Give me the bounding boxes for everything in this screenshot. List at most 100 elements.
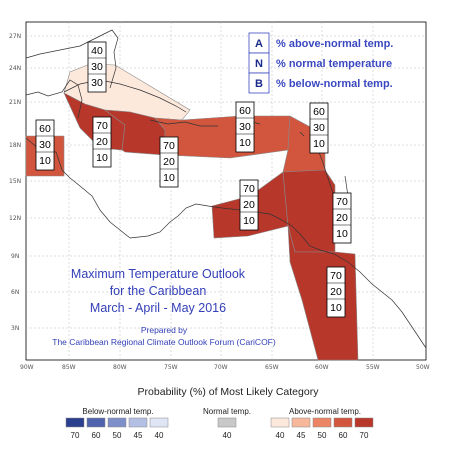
legend-below-value: 40 <box>155 431 164 440</box>
legend-above-value: 60 <box>339 431 348 440</box>
map-title: Maximum Temperature Outlook for the Cari… <box>71 267 246 315</box>
legend-below-value: 50 <box>113 431 122 440</box>
prob-above: 60 <box>313 106 325 118</box>
prob-above: 70 <box>163 140 175 152</box>
legend-above-swatch <box>291 417 311 428</box>
prob-normal: 20 <box>336 212 348 224</box>
key-text-normal: % normal temperature <box>276 58 392 70</box>
legend-above-swatch <box>312 417 332 428</box>
legend-below-value: 70 <box>71 431 80 440</box>
legend-below-swatches: 70 60 50 45 40 <box>65 417 169 440</box>
credit-line-1: Prepared by <box>141 325 188 335</box>
prob-normal: 20 <box>243 199 255 211</box>
legend-normal-swatch <box>217 417 237 428</box>
title-line-1: Maximum Temperature Outlook <box>71 267 246 281</box>
lat-tick: 18N <box>9 142 21 149</box>
legend-above-swatch <box>354 417 374 428</box>
legend-below-swatch <box>128 417 148 428</box>
lat-tick: 12N <box>9 215 21 222</box>
prob-above: 60 <box>239 105 251 117</box>
prob-below: 10 <box>330 302 342 314</box>
prob-above: 60 <box>39 123 51 135</box>
legend-below-swatch <box>149 417 169 428</box>
probability-boxes: 40 30 30 70 20 10 60 30 10 70 20 10 <box>35 41 352 318</box>
prob-above: 70 <box>243 183 255 195</box>
lon-tick: 85W <box>62 364 76 371</box>
prob-above: 70 <box>330 270 342 282</box>
lon-tick: 75W <box>164 364 178 371</box>
prob-below: 10 <box>239 137 251 149</box>
prob-box-belize-yucatan: 60 30 10 <box>35 119 55 171</box>
prob-normal: 20 <box>96 136 108 148</box>
prob-box-northern-leewards: 60 30 10 <box>309 102 329 154</box>
latitude-ticks: 27N 24N 21N 18N 15N 12N 9N 6N 3N <box>9 33 21 332</box>
prob-normal: 30 <box>239 121 251 133</box>
lat-tick: 9N <box>11 253 19 260</box>
prob-normal: 30 <box>39 139 51 151</box>
prob-normal: 20 <box>330 286 342 298</box>
key-letter-above: A <box>255 38 263 50</box>
prob-box-windwards: 70 20 10 <box>332 192 352 244</box>
prob-normal: 30 <box>91 61 103 73</box>
lon-tick: 60W <box>315 364 329 371</box>
lon-tick: 50W <box>416 364 430 371</box>
lon-tick: 65W <box>265 364 279 371</box>
legend-above-value: 45 <box>297 431 306 440</box>
legend-normal-label: Normal temp. <box>203 407 251 416</box>
legend-above-value: 50 <box>318 431 327 440</box>
title-line-3: March - April - May 2016 <box>90 301 226 315</box>
prob-below: 10 <box>96 152 108 164</box>
prob-below: 30 <box>91 77 103 89</box>
category-key: A % above-normal temp. N % normal temper… <box>248 32 393 94</box>
key-text-below: % below-normal temp. <box>276 78 393 90</box>
prob-below: 10 <box>336 228 348 240</box>
prob-box-cuba-central-america-north: 70 20 10 <box>92 116 112 168</box>
prob-above: 70 <box>336 196 348 208</box>
legend-above-value: 70 <box>360 431 369 440</box>
lon-tick: 90W <box>20 364 34 371</box>
legend-below-swatch <box>107 417 127 428</box>
prob-below: 10 <box>313 138 325 150</box>
title-line-2: for the Caribbean <box>110 284 207 298</box>
legend-below-value: 45 <box>134 431 143 440</box>
legend-above-label: Above-normal temp. <box>289 407 361 416</box>
lat-tick: 3N <box>11 325 19 332</box>
credit: Prepared by The Caribbean Regional Clima… <box>52 325 276 347</box>
lat-tick: 6N <box>11 289 19 296</box>
key-letter-normal: N <box>255 58 263 70</box>
prob-box-bahamas: 40 30 30 <box>87 41 107 93</box>
prob-box-hispaniola-east: 60 30 10 <box>235 101 255 153</box>
legend-below-swatch <box>65 417 85 428</box>
longitude-ticks: 90W 85W 80W 75W 70W 65W 60W 55W 50W <box>20 364 430 371</box>
lat-tick: 21N <box>9 99 21 106</box>
key-letter-below: B <box>255 78 263 90</box>
prob-below: 10 <box>243 215 255 227</box>
legend-normal-value: 40 <box>223 431 232 440</box>
lat-tick: 24N <box>9 65 21 72</box>
legend-below-value: 60 <box>92 431 101 440</box>
prob-box-guianas: 70 20 10 <box>326 266 346 318</box>
prob-above: 40 <box>91 45 103 57</box>
prob-below: 10 <box>39 155 51 167</box>
legend-below-label: Below-normal temp. <box>82 407 153 416</box>
prob-normal: 20 <box>163 156 175 168</box>
lon-tick: 80W <box>113 364 127 371</box>
prob-below: 10 <box>163 172 175 184</box>
lon-tick: 70W <box>214 364 228 371</box>
legend-above-value: 40 <box>276 431 285 440</box>
lat-tick: 27N <box>9 33 21 40</box>
key-text-above: % above-normal temp. <box>276 38 393 50</box>
region-guianas <box>287 225 359 361</box>
legend-above-swatch <box>270 417 290 428</box>
legend: Probability (%) of Most Likely Category … <box>65 386 374 440</box>
lon-tick: 55W <box>366 364 380 371</box>
prob-box-caribbean-south: 70 20 10 <box>239 179 259 231</box>
credit-line-2: The Caribbean Regional Climate Outlook F… <box>52 337 276 347</box>
prob-normal: 30 <box>313 122 325 134</box>
legend-below-swatch <box>86 417 106 428</box>
legend-above-swatch <box>333 417 353 428</box>
graticule <box>26 22 426 360</box>
legend-above-swatches: 40 45 50 60 70 <box>270 417 374 440</box>
prob-box-greater-antilles: 70 20 10 <box>159 136 179 188</box>
